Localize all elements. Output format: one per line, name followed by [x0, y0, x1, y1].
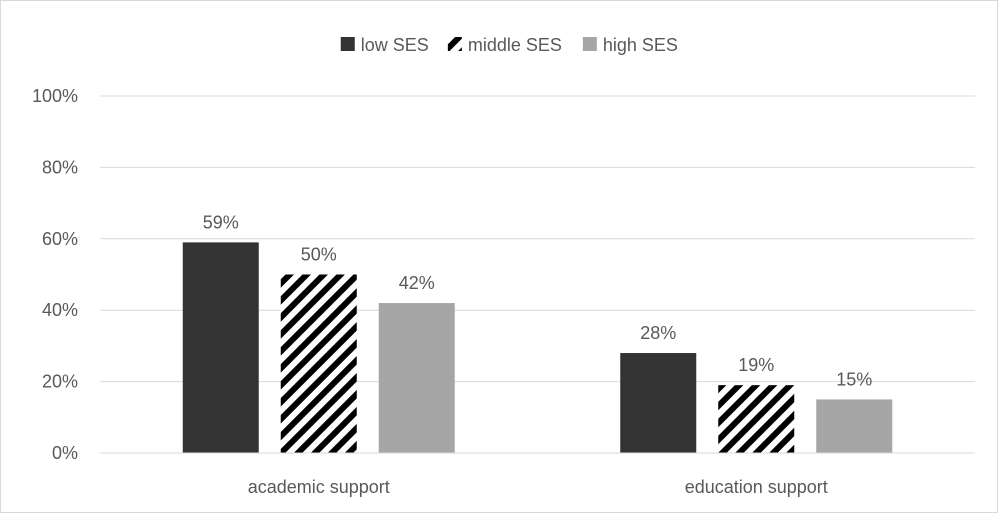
bar-low-ses-education-support: [620, 353, 697, 453]
x-category-label-academic-support: academic support: [248, 477, 390, 497]
data-label-middle-ses-education-support: 19%: [738, 355, 774, 375]
legend-swatch-high-ses: [582, 37, 597, 51]
legend-swatch-middle-ses: [447, 37, 462, 51]
legend-swatch-low-ses: [340, 37, 355, 51]
legend-item-low-ses: low SES: [340, 35, 429, 55]
bar-low-ses-academic-support: [182, 242, 259, 453]
bar-high-ses-education-support: [816, 399, 893, 453]
y-tick-label-100: 100%: [32, 86, 78, 106]
data-label-high-ses-education-support: 15%: [836, 369, 872, 389]
y-tick-label-80: 80%: [42, 157, 78, 177]
y-axis: 0% 20% 40% 60% 80% 100%: [32, 86, 78, 463]
bars: [182, 242, 893, 453]
bar-middle-ses-education-support: [718, 385, 795, 453]
y-tick-label-0: 0%: [52, 443, 78, 463]
legend-label-high-ses: high SES: [603, 35, 678, 55]
x-axis: academic support education support: [100, 452, 975, 497]
data-label-low-ses-education-support: 28%: [640, 323, 676, 343]
data-label-low-ses-academic-support: 59%: [203, 212, 239, 232]
data-label-high-ses-academic-support: 42%: [399, 273, 435, 293]
bar-middle-ses-academic-support: [280, 274, 357, 453]
legend-item-high-ses: high SES: [582, 35, 678, 55]
x-category-label-education-support: education support: [685, 477, 828, 497]
legend-label-low-ses: low SES: [361, 35, 429, 55]
bar-high-ses-academic-support: [378, 303, 455, 453]
data-label-middle-ses-academic-support: 50%: [301, 245, 337, 265]
y-tick-label-40: 40%: [42, 300, 78, 320]
legend-label-middle-ses: middle SES: [468, 35, 562, 55]
y-tick-label-60: 60%: [42, 229, 78, 249]
legend-item-middle-ses: middle SES: [447, 35, 562, 55]
data-labels: 59% 50% 42% 28% 19% 15%: [203, 212, 873, 389]
y-tick-label-20: 20%: [42, 372, 78, 392]
legend: low SES middle SES high SES: [340, 35, 678, 55]
